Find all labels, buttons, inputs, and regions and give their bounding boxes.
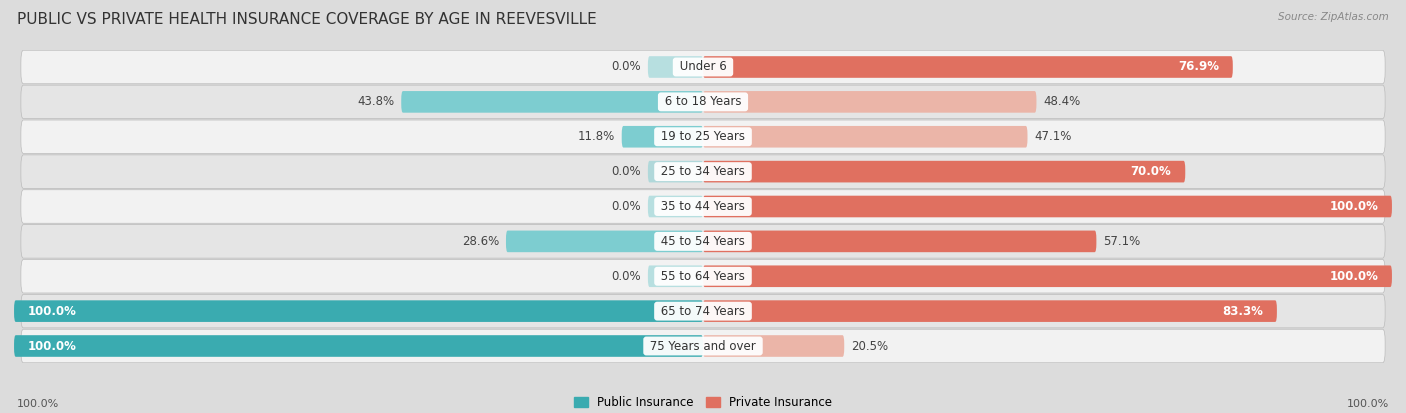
FancyBboxPatch shape [21,190,1385,223]
FancyBboxPatch shape [21,85,1385,119]
FancyBboxPatch shape [21,225,1385,258]
FancyBboxPatch shape [21,259,1385,293]
Text: 57.1%: 57.1% [1104,235,1140,248]
Text: 100.0%: 100.0% [1347,399,1389,409]
Text: 48.4%: 48.4% [1043,95,1081,108]
FancyBboxPatch shape [703,335,844,357]
Text: 100.0%: 100.0% [28,305,77,318]
Text: 11.8%: 11.8% [578,130,614,143]
FancyBboxPatch shape [621,126,703,147]
FancyBboxPatch shape [14,300,703,322]
FancyBboxPatch shape [401,91,703,113]
Text: 70.0%: 70.0% [1130,165,1171,178]
Text: 28.6%: 28.6% [461,235,499,248]
Text: 19 to 25 Years: 19 to 25 Years [657,130,749,143]
FancyBboxPatch shape [703,196,1392,217]
Text: 75 Years and over: 75 Years and over [647,339,759,353]
Text: Under 6: Under 6 [676,60,730,74]
Text: 100.0%: 100.0% [1329,200,1378,213]
FancyBboxPatch shape [703,266,1392,287]
FancyBboxPatch shape [703,56,1233,78]
Legend: Public Insurance, Private Insurance: Public Insurance, Private Insurance [569,392,837,413]
Text: 0.0%: 0.0% [612,270,641,283]
FancyBboxPatch shape [648,266,703,287]
FancyBboxPatch shape [703,126,1028,147]
Text: 20.5%: 20.5% [851,339,889,353]
Text: 100.0%: 100.0% [28,339,77,353]
FancyBboxPatch shape [648,161,703,183]
Text: Source: ZipAtlas.com: Source: ZipAtlas.com [1278,12,1389,22]
Text: 83.3%: 83.3% [1222,305,1263,318]
Text: 47.1%: 47.1% [1035,130,1071,143]
Text: 45 to 54 Years: 45 to 54 Years [657,235,749,248]
FancyBboxPatch shape [21,329,1385,363]
Text: 0.0%: 0.0% [612,200,641,213]
Text: 6 to 18 Years: 6 to 18 Years [661,95,745,108]
Text: 100.0%: 100.0% [17,399,59,409]
FancyBboxPatch shape [21,50,1385,84]
Text: 65 to 74 Years: 65 to 74 Years [657,305,749,318]
Text: 0.0%: 0.0% [612,165,641,178]
FancyBboxPatch shape [703,230,1097,252]
FancyBboxPatch shape [703,161,1185,183]
Text: 35 to 44 Years: 35 to 44 Years [657,200,749,213]
FancyBboxPatch shape [21,155,1385,188]
FancyBboxPatch shape [21,294,1385,328]
Text: 0.0%: 0.0% [612,60,641,74]
Text: 55 to 64 Years: 55 to 64 Years [657,270,749,283]
FancyBboxPatch shape [506,230,703,252]
FancyBboxPatch shape [703,91,1036,113]
FancyBboxPatch shape [648,56,703,78]
Text: 100.0%: 100.0% [1329,270,1378,283]
FancyBboxPatch shape [703,300,1277,322]
Text: 43.8%: 43.8% [357,95,394,108]
Text: 76.9%: 76.9% [1178,60,1219,74]
FancyBboxPatch shape [14,335,703,357]
Text: 25 to 34 Years: 25 to 34 Years [657,165,749,178]
FancyBboxPatch shape [648,196,703,217]
Text: PUBLIC VS PRIVATE HEALTH INSURANCE COVERAGE BY AGE IN REEVESVILLE: PUBLIC VS PRIVATE HEALTH INSURANCE COVER… [17,12,596,27]
FancyBboxPatch shape [21,120,1385,154]
